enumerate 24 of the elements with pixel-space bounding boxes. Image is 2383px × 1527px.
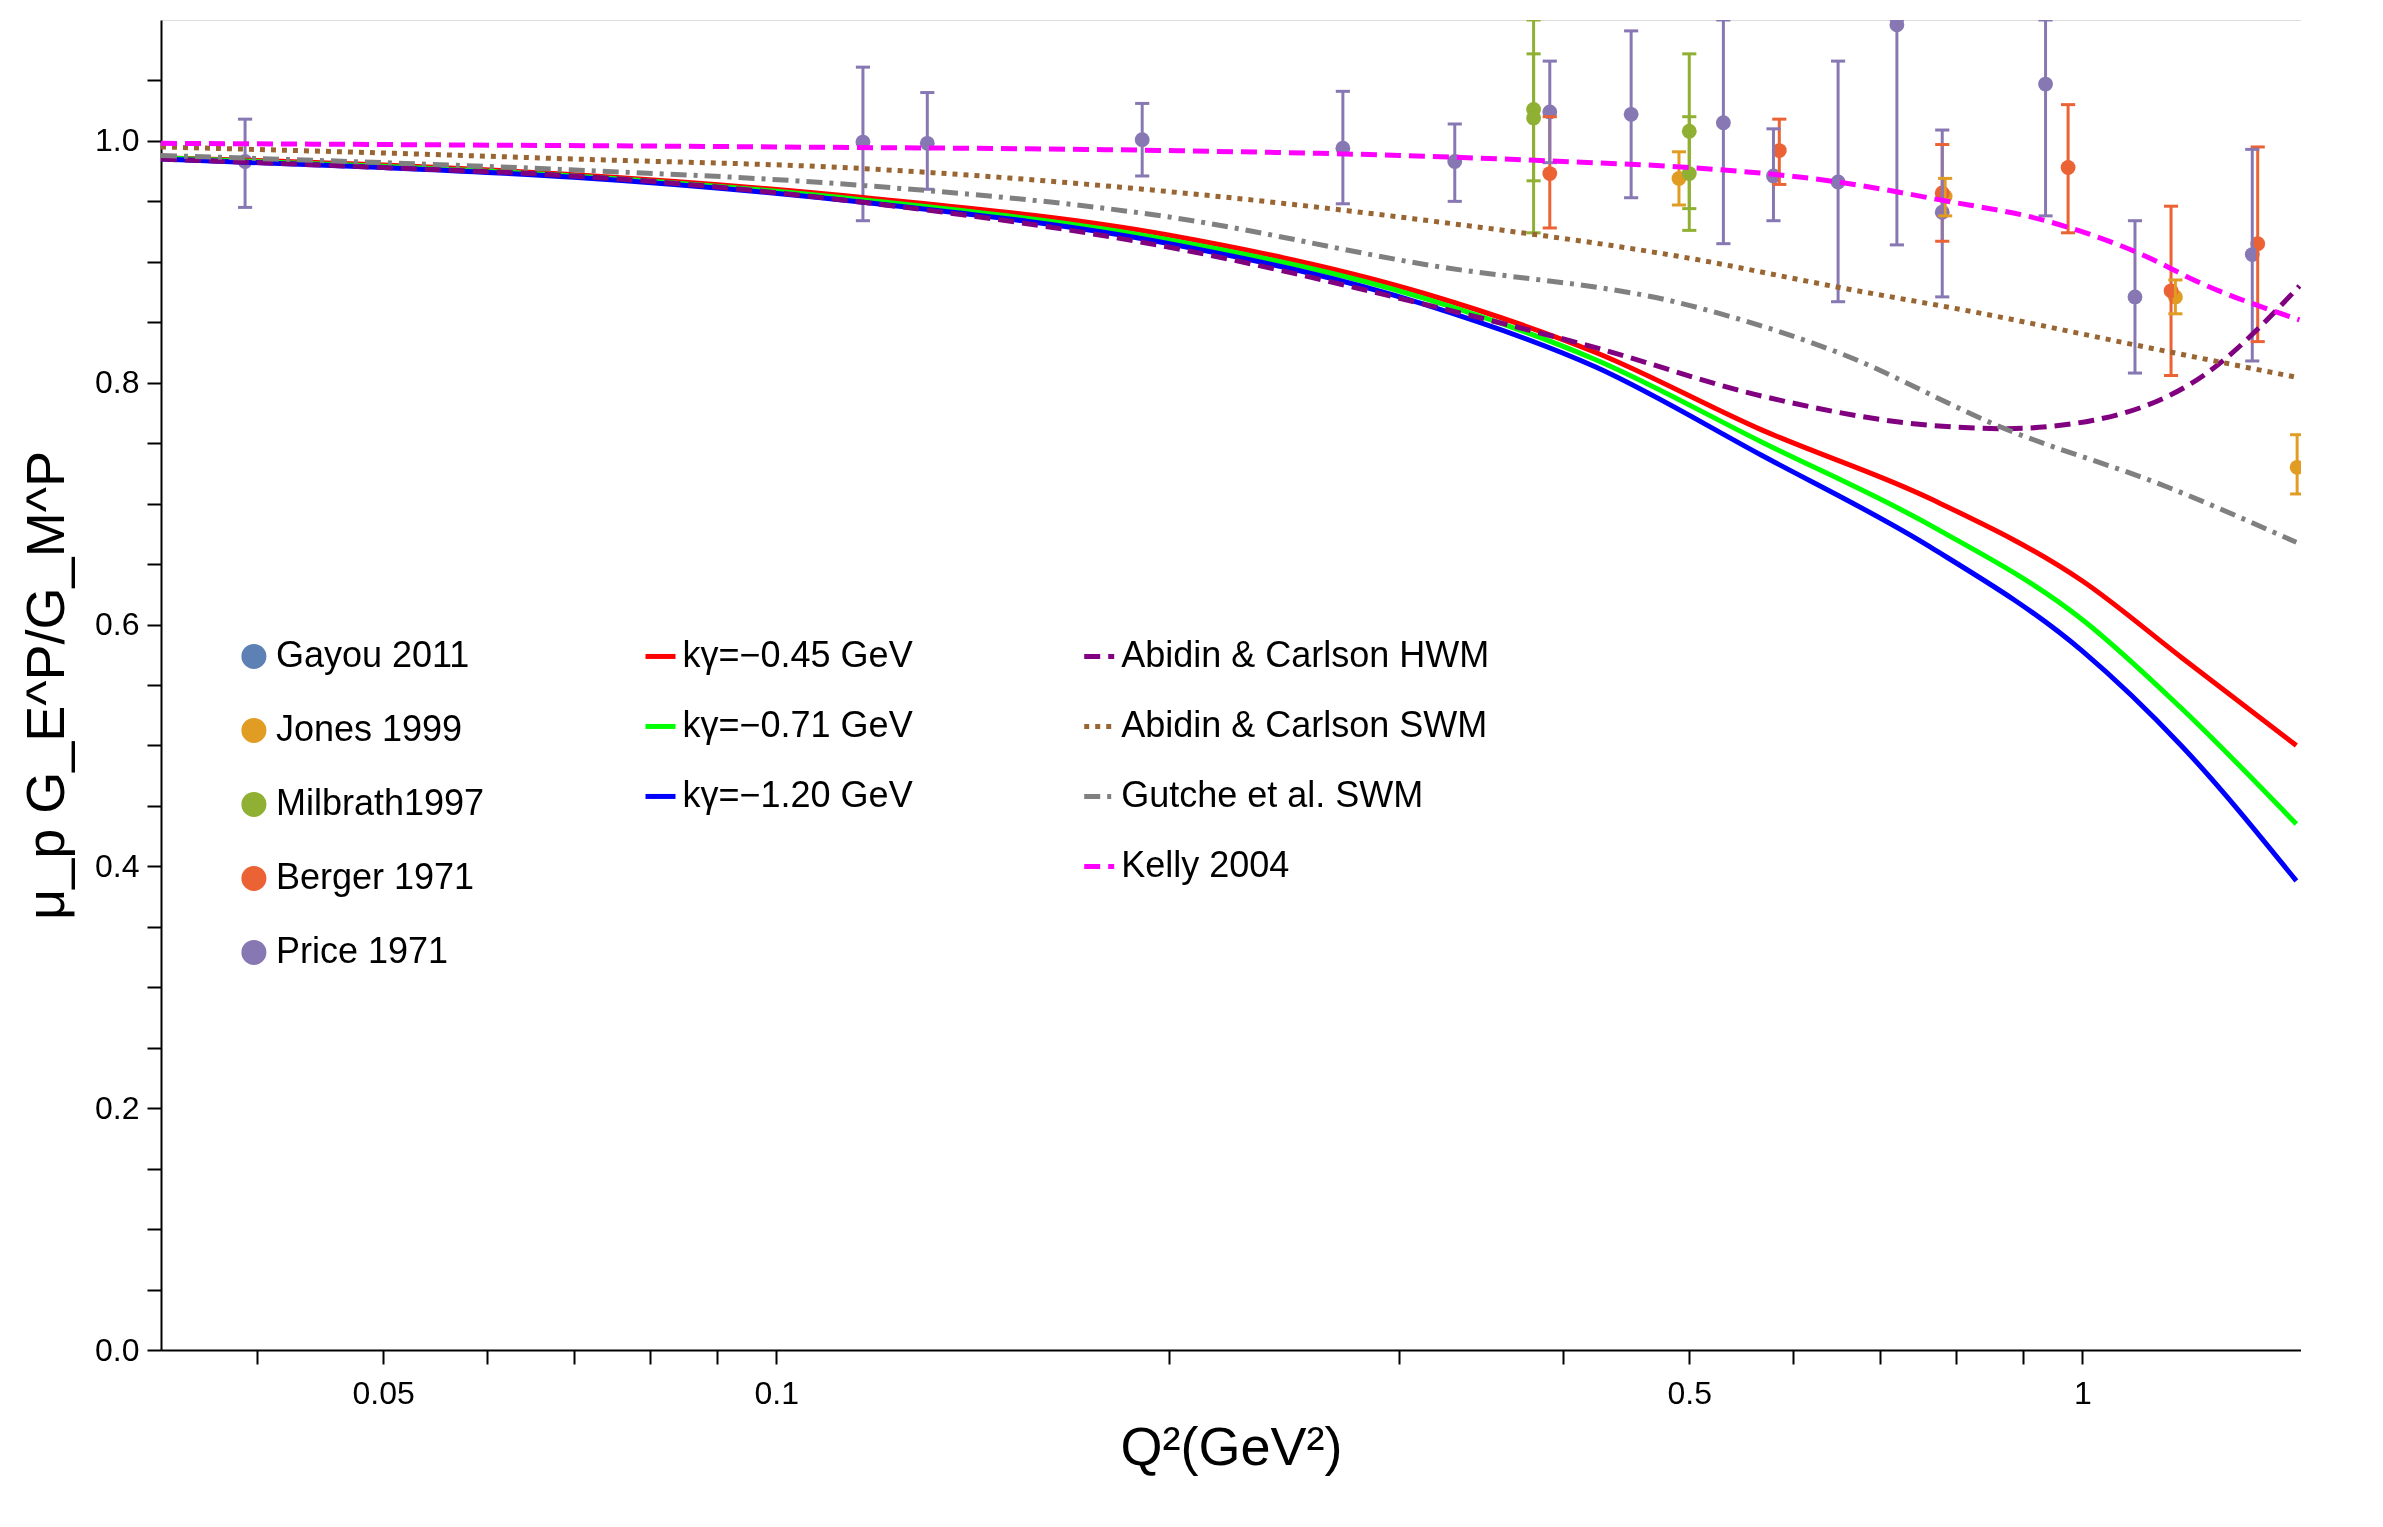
x-tick-label: 0.5 [1667,1374,1713,1411]
legend-label: Gayou 2011 [275,634,470,676]
legend-label: Gutche et al. SWM [1121,774,1424,816]
legend-label: kγ=−1.20 GeV [682,774,913,816]
y-tick-label: 0.8 [95,364,140,401]
legend-label: Berger 1971 [275,856,475,898]
y-tick-label: 0.6 [95,606,140,643]
y-tick-label: 0.4 [95,847,140,884]
y-tick-label: 1.0 [95,122,140,159]
legend-label: Abidin & Carlson HWM [1121,634,1490,676]
legend-label: Abidin & Carlson SWM [1121,704,1488,746]
legend-label: kγ=−0.71 GeV [682,704,913,746]
x-tick-label: 0.1 [754,1374,800,1411]
legend-label: Jones 1999 [275,708,463,750]
y-axis-title: μ_p G_E^P/G_M^P [15,451,76,920]
x-axis-title: Q²(GeV²) [1120,1415,1343,1476]
y-tick-label: 0.0 [95,1331,140,1368]
x-tick-label: 0.05 [352,1374,415,1411]
x-tick-label: 1 [2074,1374,2092,1411]
legend-label: kγ=−0.45 GeV [682,634,913,676]
y-tick-label: 0.2 [95,1089,140,1126]
legend-label: Price 1971 [275,930,449,972]
legend-label: Milbrath1997 [275,782,485,824]
legend-label: Kelly 2004 [1121,844,1290,886]
